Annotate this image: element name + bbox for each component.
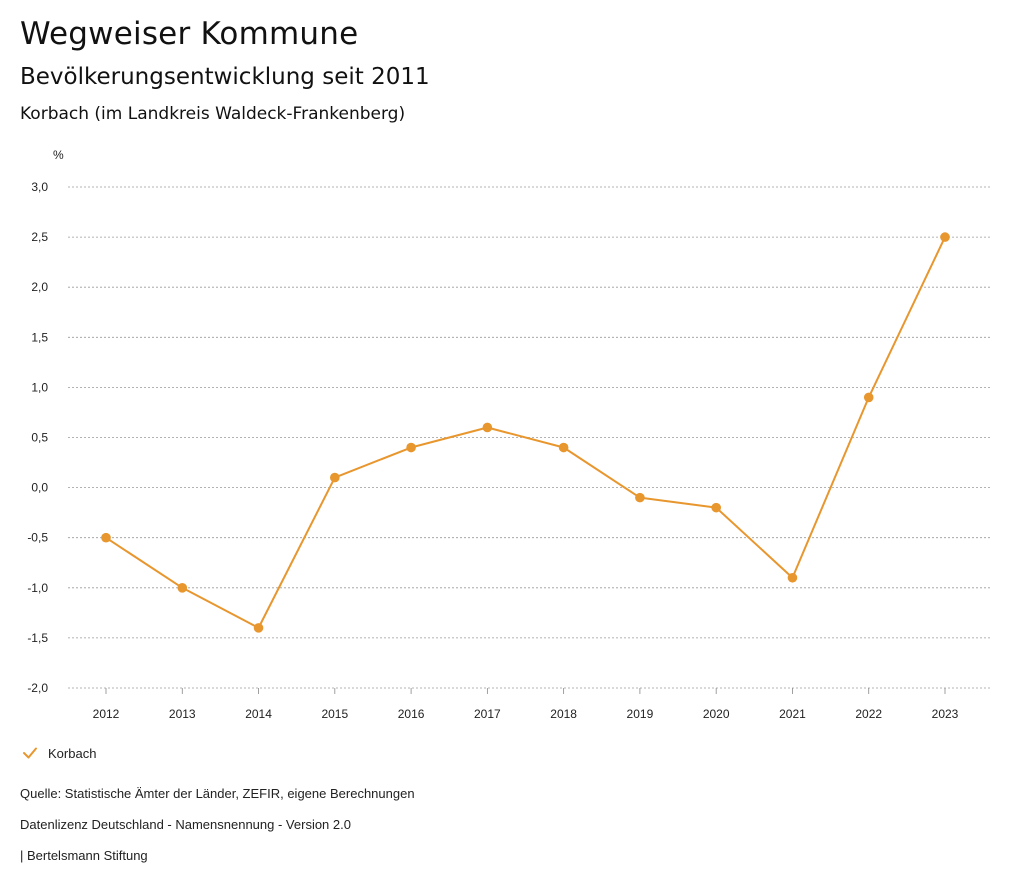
series-line-korbach (105, 236, 946, 629)
x-tick-label: 2022 (855, 707, 882, 721)
license-note: Datenlizenz Deutschland - Namensnennung … (20, 817, 351, 832)
data-point (330, 472, 340, 483)
data-point (940, 232, 950, 242)
y-tick-label: 3,0 (31, 180, 48, 194)
line-chart: 3,0 2,5 2,0 1,5 1,0 0,5 0,0 -0,5 -1,0 -1,5 -2,0 201… (27, 148, 990, 721)
x-tick-label: 2012 (93, 707, 120, 721)
y-tick-label: 0,5 (31, 431, 48, 445)
x-tick-label: 2023 (932, 707, 959, 721)
x-tick-label: 2016 (398, 707, 425, 721)
y-tick-label: -2,0 (27, 681, 48, 695)
x-tick-label: 2014 (245, 707, 272, 721)
legend-check-icon (23, 747, 37, 759)
legend[interactable]: Korbach (22, 745, 96, 761)
data-point (177, 583, 188, 593)
x-tick-label: 2015 (321, 707, 348, 721)
data-point (558, 442, 569, 453)
data-point (482, 422, 493, 433)
y-tick-label: -1,0 (27, 581, 48, 595)
legend-label-korbach: Korbach (48, 745, 97, 761)
y-tick-label: 1,5 (31, 330, 48, 344)
data-point (711, 502, 721, 513)
source-note: Quelle: Statistische Ämter der Länder, Z… (20, 786, 415, 801)
chart-place-label: Korbach (im Landkreis Waldeck-Frankenber… (20, 104, 406, 124)
x-tick-label: 2021 (779, 707, 806, 721)
y-tick-label: 0,0 (31, 481, 48, 495)
data-point (101, 532, 111, 543)
y-tick-label: 2,5 (31, 230, 48, 244)
y-axis-unit-label: % (53, 148, 64, 162)
data-point (635, 492, 645, 503)
x-tick-label: 2020 (703, 707, 730, 721)
data-point (253, 623, 264, 633)
data-point (863, 392, 874, 403)
x-tick-label: 2017 (474, 707, 501, 721)
axes: 3,0 2,5 2,0 1,5 1,0 0,5 0,0 -0,5 -1,0 -1,5 -2,0 201… (27, 180, 958, 721)
chart-subtitle: Bevölkerungsentwicklung seit 2011 (20, 64, 430, 90)
x-tick-label: 2019 (627, 707, 654, 721)
x-tick-label: 2013 (169, 707, 196, 721)
x-tick-label: 2018 (550, 707, 577, 721)
chart-title: Wegweiser Kommune (20, 16, 359, 52)
y-tick-label: -1,5 (27, 631, 48, 645)
series-points (101, 232, 950, 633)
brand-note: | Bertelsmann Stiftung (20, 848, 148, 863)
y-tick-label: 2,0 (31, 280, 48, 294)
y-tick-label: -0,5 (27, 531, 48, 545)
data-point (787, 572, 798, 583)
series-lines (105, 236, 946, 629)
y-tick-label: 1,0 (31, 380, 48, 394)
data-point (406, 442, 416, 453)
